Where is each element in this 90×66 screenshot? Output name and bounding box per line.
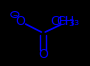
Text: O: O [15, 15, 25, 28]
Text: CH₃: CH₃ [57, 15, 80, 28]
Text: 3: 3 [68, 19, 74, 28]
Text: O: O [38, 48, 48, 61]
Text: −: − [12, 12, 17, 17]
Text: CH: CH [50, 15, 68, 28]
